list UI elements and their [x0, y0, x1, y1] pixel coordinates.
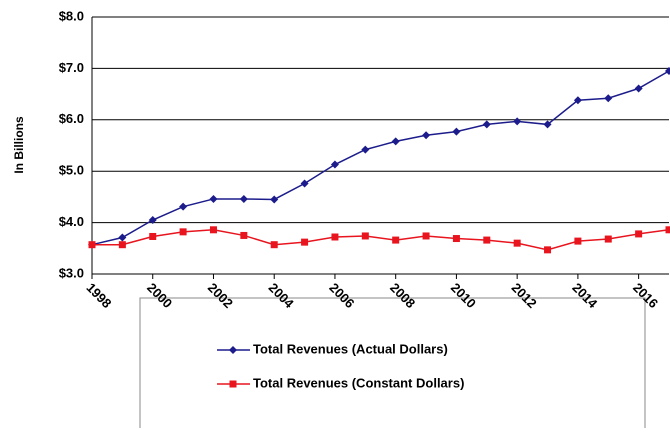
point [179, 203, 187, 211]
point [392, 137, 400, 145]
point [331, 161, 339, 169]
point [209, 195, 217, 203]
point [301, 239, 308, 246]
point [604, 94, 612, 102]
point [271, 241, 278, 248]
point [635, 230, 642, 237]
point [240, 232, 247, 239]
point [635, 84, 643, 92]
point [605, 236, 612, 243]
series-line [92, 230, 669, 250]
point [118, 234, 126, 242]
legend-box [140, 298, 645, 428]
series-line [92, 71, 669, 245]
point [89, 241, 96, 248]
point [270, 195, 278, 203]
point [666, 226, 670, 233]
point [514, 240, 521, 247]
point [422, 131, 430, 139]
point [574, 238, 581, 245]
y-tick-label: $8.0 [59, 8, 84, 23]
point [423, 232, 430, 239]
point [452, 128, 460, 136]
legend-marker [230, 381, 237, 388]
y-tick-label: $3.0 [59, 265, 84, 280]
point [331, 233, 338, 240]
point [544, 246, 551, 253]
y-tick-label: $4.0 [59, 214, 84, 229]
point [362, 232, 369, 239]
point [149, 233, 156, 240]
y-tick-label: $7.0 [59, 60, 84, 75]
point [392, 237, 399, 244]
legend-label: Total Revenues (Constant Dollars) [253, 375, 464, 390]
point [301, 180, 309, 188]
point [240, 195, 248, 203]
point [119, 241, 126, 248]
y-axis-label: In Billions [12, 116, 26, 174]
point [483, 237, 490, 244]
legend-label: Total Revenues (Actual Dollars) [253, 341, 448, 356]
point [361, 146, 369, 154]
x-tick-label: 1998 [83, 280, 114, 311]
y-tick-label: $5.0 [59, 163, 84, 178]
y-tick-label: $6.0 [59, 111, 84, 126]
point [453, 235, 460, 242]
point [513, 117, 521, 125]
point [483, 120, 491, 128]
point [180, 228, 187, 235]
point [210, 226, 217, 233]
